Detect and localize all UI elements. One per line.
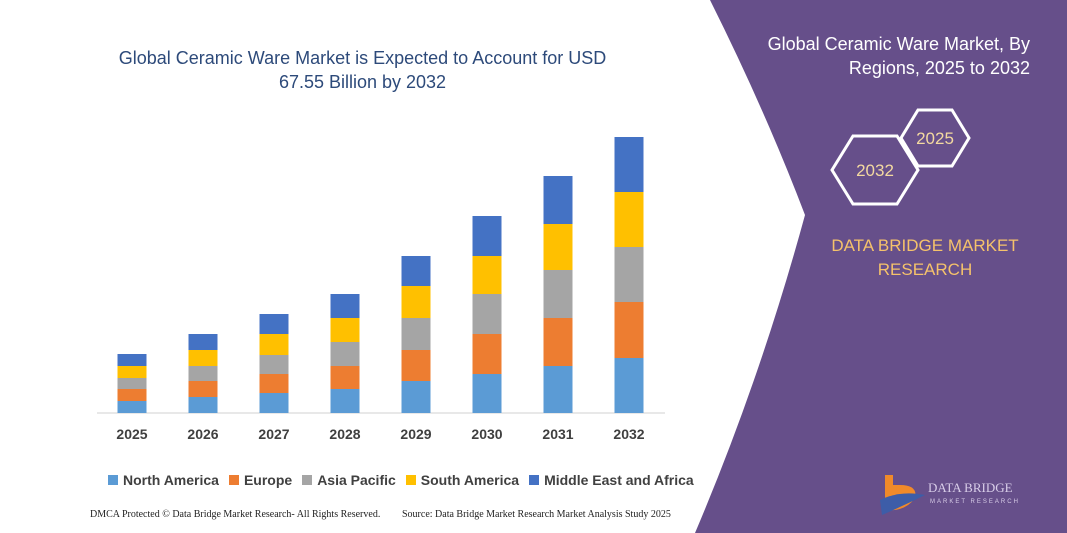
legend-item: Asia Pacific (302, 472, 396, 488)
legend-item: Middle East and Africa (529, 472, 694, 488)
bar-segment (543, 318, 573, 366)
bar-segment (614, 192, 644, 247)
bar-segment (543, 366, 573, 413)
bar-segment (401, 256, 431, 286)
chart-title: Global Ceramic Ware Market is Expected t… (118, 48, 607, 92)
bar-segment (188, 397, 218, 413)
x-tick-label: 2029 (400, 426, 431, 442)
bar-segment (259, 355, 289, 374)
bar-segment (401, 350, 431, 381)
x-tick-label: 2031 (542, 426, 573, 442)
legend-item: Europe (228, 472, 293, 488)
logo: DATA BRIDGE MARKET RESEARCH (880, 475, 1020, 515)
bar-segment (188, 334, 218, 350)
logo-mark (880, 493, 925, 515)
bar-segment (188, 381, 218, 397)
legend-label: Asia Pacific (317, 472, 396, 488)
legend-label: South America (420, 472, 520, 488)
bar-segment (614, 358, 644, 413)
bar-segment (401, 381, 431, 413)
bar-segment (472, 294, 502, 334)
bar-segment (401, 286, 431, 318)
legend-swatch (108, 475, 118, 485)
legend-label: North America (123, 472, 219, 488)
bar-segment (330, 366, 360, 389)
logo-text: MARKET RESEARCH (930, 499, 1020, 505)
footer-text: Source: Data Bridge Market Research Mark… (402, 509, 671, 520)
x-tick-label: 2032 (613, 426, 644, 442)
bar-segment (117, 366, 147, 378)
legend-label: Middle East and Africa (544, 472, 694, 488)
bar-segment (472, 216, 502, 256)
x-tick-label: 2028 (329, 426, 360, 442)
bar-segment (472, 334, 502, 374)
bar-segment (614, 302, 644, 358)
panel-title: Global Ceramic Ware Market, By Regions, … (767, 34, 1030, 78)
bar-segment (543, 224, 573, 270)
hex-label: 2025 (916, 129, 954, 148)
bar-segment (330, 342, 360, 366)
bar-segment (330, 294, 360, 318)
bar-segment (117, 378, 147, 389)
brand-text: DATA BRIDGE MARKET (831, 236, 1018, 255)
bar-segment (259, 393, 289, 413)
bar-segment (117, 389, 147, 401)
bar-segment (614, 247, 644, 302)
legend-swatch (529, 475, 540, 485)
legend-swatch (302, 475, 313, 485)
bar-segment (401, 318, 431, 350)
x-tick-label: 2030 (471, 426, 502, 442)
bar-segment (472, 256, 502, 294)
bar-segment (117, 354, 147, 366)
legend-item: South America (405, 472, 520, 488)
bar-segment (614, 137, 644, 192)
legend-item: North America (108, 472, 219, 488)
hexagon (899, 108, 971, 168)
bar-segment (259, 314, 289, 334)
bar-segment (259, 334, 289, 355)
side-panel (695, 0, 1067, 533)
legend-label: Europe (243, 472, 293, 488)
x-tick-label: 2027 (258, 426, 289, 442)
brand-text: RESEARCH (878, 260, 972, 279)
bar-segment (472, 374, 502, 413)
legend-swatch (228, 475, 239, 485)
bar-segment (117, 401, 147, 413)
bar-segment (259, 374, 289, 393)
footer-text: DMCA Protected © Data Bridge Market Rese… (90, 509, 381, 520)
x-tick-label: 2026 (187, 426, 218, 442)
hexagon (830, 134, 920, 206)
legend: North America Europe Asia Pacific South Ame… (108, 472, 694, 488)
bar-segment (543, 270, 573, 318)
bar-segment (543, 176, 573, 224)
legend-swatch (405, 475, 416, 485)
bar-segment (188, 366, 218, 381)
hex-label: 2032 (856, 161, 894, 180)
bar-segment (330, 389, 360, 413)
logo-text: DATA BRIDGE (928, 480, 1013, 495)
bar-segment (188, 350, 218, 366)
bar-segment (330, 318, 360, 342)
x-tick-label: 2025 (116, 426, 147, 442)
